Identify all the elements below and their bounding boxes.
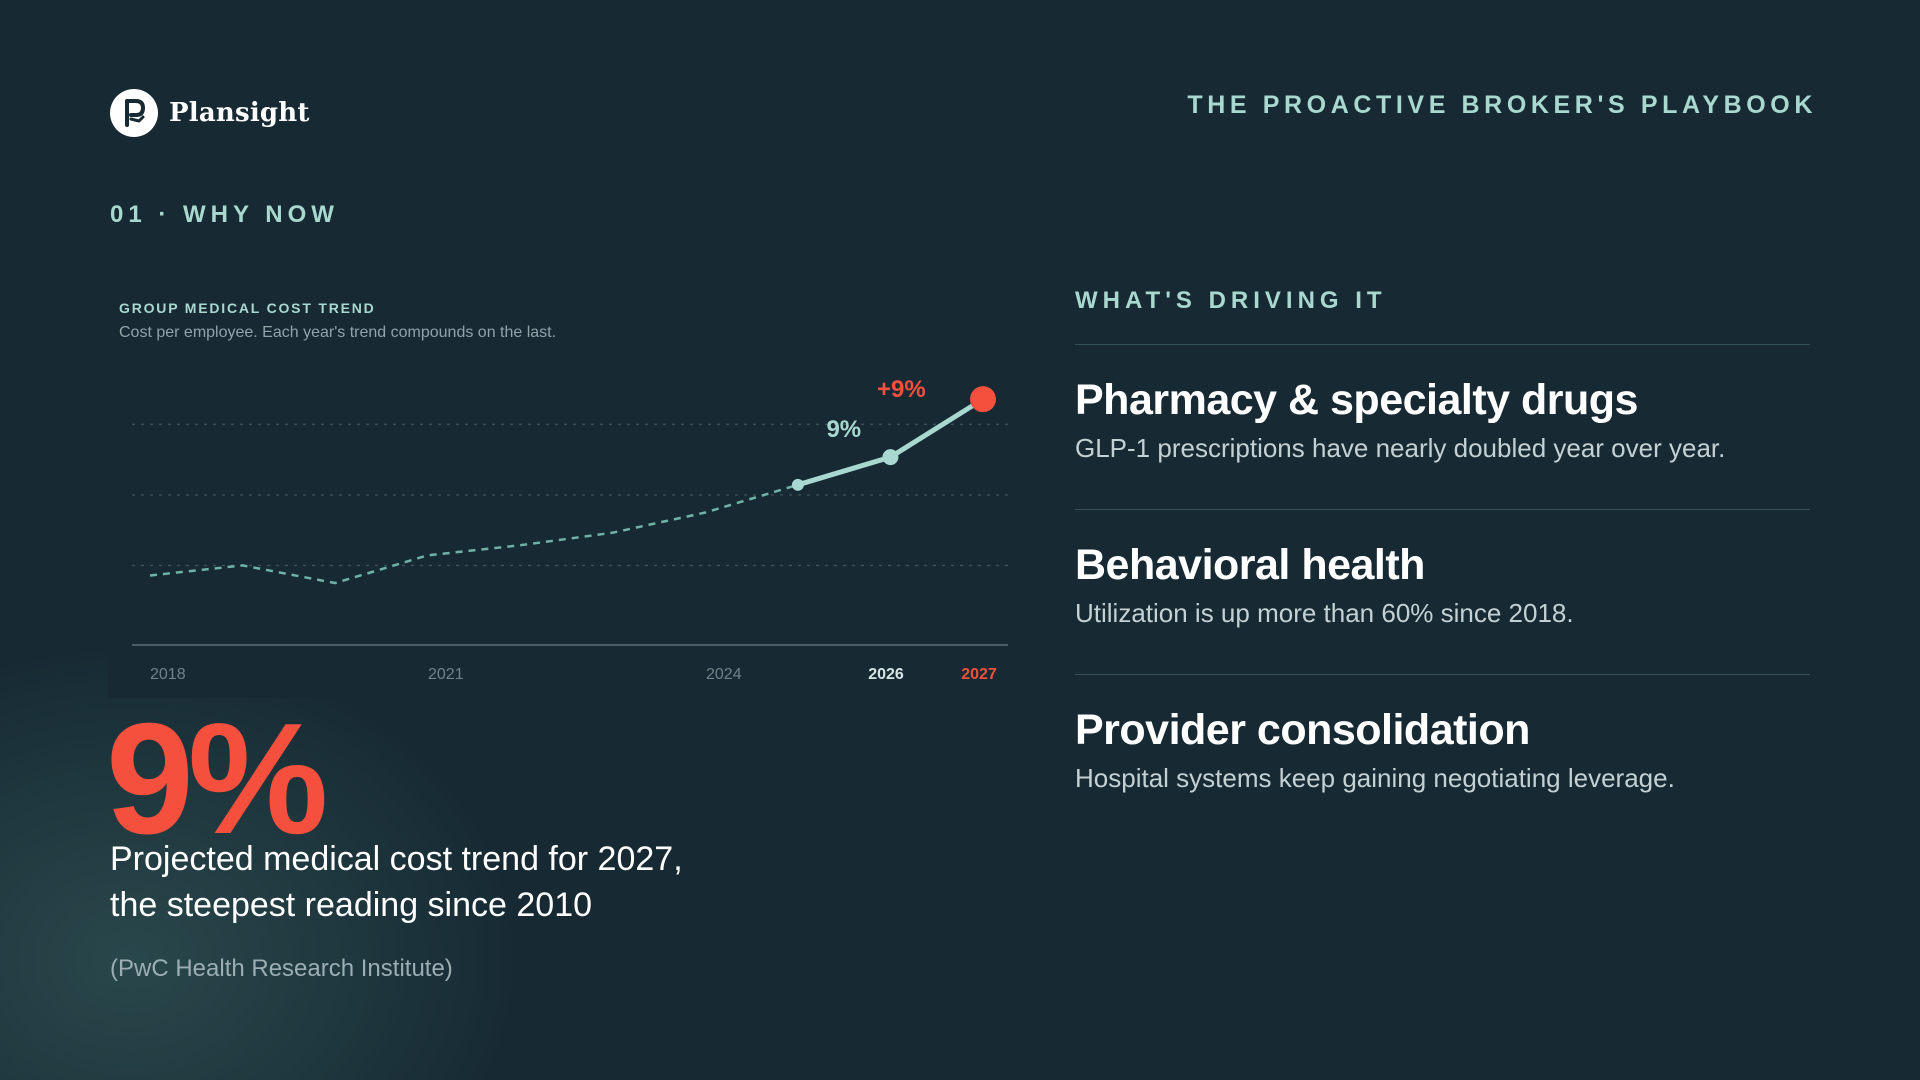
stat-caption-line: Projected medical cost trend for 2027, [110, 840, 683, 878]
chart-tick-label: 2021 [428, 666, 464, 683]
chart-series-recent [795, 454, 893, 488]
driver-description: Utilization is up more than 60% since 20… [1075, 598, 1574, 628]
playbook-title: THE PROACTIVE BROKER'S PLAYBOOK [1187, 91, 1817, 119]
stat-source: (PwC Health Research Institute) [110, 955, 453, 982]
chart-title: GROUP MEDICAL COST TREND [119, 300, 376, 316]
section-label: 01 · WHY NOW [110, 201, 339, 228]
driver-item: Behavioral health Utilization is up more… [1075, 509, 1810, 674]
chart-annotation: 9% [826, 416, 861, 443]
chart-annotation-highlight: +9% [877, 376, 926, 403]
cost-trend-chart: GROUP MEDICAL COST TREND Cost per employ… [108, 284, 1010, 698]
driver-description: Hospital systems keep gaining negotiatin… [1075, 763, 1675, 793]
stat-caption-line: the steepest reading since 2010 [110, 886, 593, 924]
chart-tick-label: 2027 [961, 666, 997, 683]
chart-series-historical [149, 483, 799, 585]
driver-title: Behavioral health [1075, 541, 1425, 589]
brand-name: Plansight [169, 98, 310, 128]
chart-plot: 9% +9% 2018 2021 2024 2026 2027 [132, 376, 1008, 683]
driver-item: Pharmacy & specialty drugs GLP-1 prescri… [1075, 344, 1810, 509]
chart-tick-label: 2018 [150, 666, 186, 683]
chart-series-projected [887, 396, 986, 460]
stat-caption: Projected medical cost trend for 2027, t… [110, 836, 810, 928]
driver-description: GLP-1 prescriptions have nearly doubled … [1075, 433, 1726, 463]
chart-point-highlight [970, 386, 996, 413]
chart-point [882, 449, 899, 466]
chart-subtitle: Cost per employee. Each year's trend com… [119, 324, 557, 341]
drivers-label: WHAT'S DRIVING IT [1075, 287, 1387, 314]
driver-title: Pharmacy & specialty drugs [1075, 376, 1638, 424]
stat-value: 9% [106, 691, 328, 867]
driver-item: Provider consolidation Hospital systems … [1075, 674, 1810, 839]
brand-logo: Plansight [110, 89, 310, 137]
plansight-logo-icon [110, 89, 158, 137]
chart-tick-label: 2026 [868, 666, 904, 683]
driver-title: Provider consolidation [1075, 706, 1530, 754]
chart-point [791, 478, 804, 491]
chart-tick-label: 2024 [706, 666, 742, 683]
